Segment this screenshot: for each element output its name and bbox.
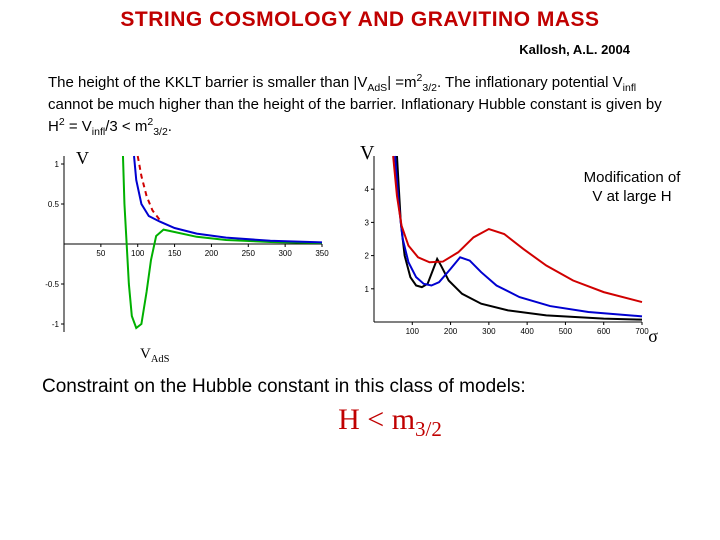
svg-text:-0.5: -0.5 xyxy=(45,280,59,289)
formula-lhs: H < m xyxy=(338,403,415,436)
sigma-label: σ xyxy=(648,326,658,347)
svg-text:4: 4 xyxy=(365,185,370,194)
para-sub: infl xyxy=(92,126,105,138)
svg-text:100: 100 xyxy=(131,249,145,258)
para-sub: 3/2 xyxy=(422,82,437,94)
v-label-right: V xyxy=(360,142,374,165)
vads-label: VAdS xyxy=(140,346,170,365)
svg-text:50: 50 xyxy=(96,249,105,258)
para-text: . The inflationary potential V xyxy=(437,74,623,91)
svg-text:100: 100 xyxy=(406,327,420,336)
svg-text:300: 300 xyxy=(482,327,496,336)
svg-text:1: 1 xyxy=(55,160,60,169)
constraint-text: Constraint on the Hubble constant in thi… xyxy=(0,343,720,400)
para-text: | =m xyxy=(387,74,416,91)
svg-text:300: 300 xyxy=(278,249,292,258)
formula: H < m3/2 xyxy=(0,399,720,442)
formula-sub: 3/2 xyxy=(415,417,442,441)
svg-text:400: 400 xyxy=(520,327,534,336)
svg-text:-1: -1 xyxy=(52,320,60,329)
para-text: = V xyxy=(65,118,92,135)
svg-text:250: 250 xyxy=(242,249,256,258)
para-text: . xyxy=(168,118,172,135)
svg-text:3: 3 xyxy=(365,218,370,227)
modification-label: Modification of V at large H xyxy=(572,168,692,207)
vads-sub: AdS xyxy=(151,354,170,365)
citation: Kallosh, A.L. 2004 xyxy=(0,32,720,57)
svg-text:2: 2 xyxy=(365,251,370,260)
mod-line2: V at large H xyxy=(592,188,671,205)
svg-text:200: 200 xyxy=(205,249,219,258)
charts-row: V 50100150200250300350-1-0.50.51 VAdS V … xyxy=(0,140,720,343)
page-title: STRING COSMOLOGY AND GRAVITINO MASS xyxy=(0,0,720,32)
para-text: The height of the KKLT barrier is smalle… xyxy=(48,74,367,91)
para-sub: 3/2 xyxy=(153,126,168,138)
chart-left: 50 100 150 200 250 300 350 -1 -0.5 0.5 1 xyxy=(30,148,330,338)
body-paragraph: The height of the KKLT barrier is smalle… xyxy=(0,57,720,140)
svg-text:150: 150 xyxy=(168,249,182,258)
para-sub: infl xyxy=(623,82,636,94)
para-text: /3 < m xyxy=(105,118,147,135)
svg-text:500: 500 xyxy=(559,327,573,336)
svg-text:350: 350 xyxy=(315,249,329,258)
svg-text:700: 700 xyxy=(635,327,649,336)
svg-text:1: 1 xyxy=(365,284,370,293)
v-label-left: V xyxy=(76,148,89,169)
mod-line1: Modification of xyxy=(584,169,681,186)
svg-text:600: 600 xyxy=(597,327,611,336)
vads-text: V xyxy=(140,346,151,362)
para-sub: AdS xyxy=(367,82,387,94)
svg-text:0.5: 0.5 xyxy=(48,200,60,209)
svg-text:200: 200 xyxy=(444,327,458,336)
chart-left-box: V 50100150200250300350-1-0.50.51 VAdS xyxy=(30,148,330,343)
